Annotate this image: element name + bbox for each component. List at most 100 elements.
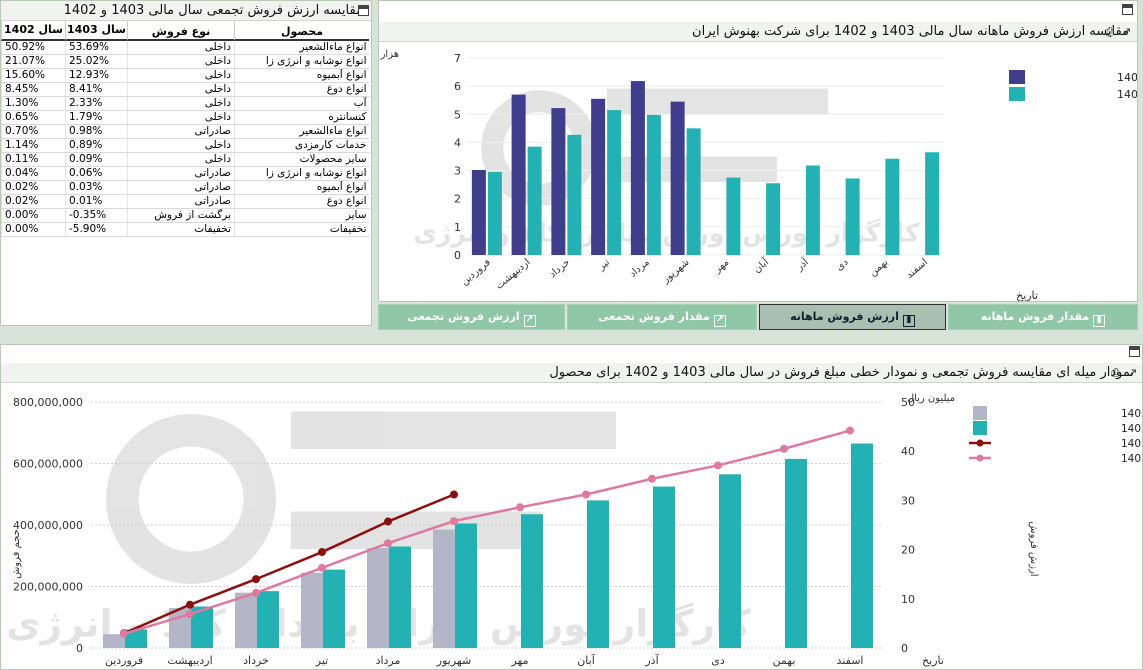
- table-row[interactable]: انواع ماءالشعیر صادراتی 0.98% 0.70%: [1, 124, 370, 140]
- table-row[interactable]: تخفیفات تخفیفات -5.90% 0.00%: [1, 222, 370, 238]
- legend-marker: [976, 439, 984, 447]
- y-axis-label: هزار میلیارد ریال: [379, 49, 399, 60]
- monthly-chart-title: مقایسه ارزش فروش ماهانه سال مالی 1403 و …: [692, 24, 1129, 39]
- sale-type-cell: داخلی: [127, 96, 235, 112]
- x-tick-label: اردیبهشت: [167, 654, 212, 667]
- x-tick-label: بهمن: [773, 654, 796, 667]
- x-tick-label: آذر: [792, 255, 811, 274]
- bar-1402: [805, 165, 820, 255]
- x-axis-label: تاریخ: [1016, 289, 1038, 301]
- col-header-1402[interactable]: سال 1402: [1, 21, 65, 41]
- table-row[interactable]: انواع نوشابه و انرژی زا صادراتی 0.06% 0.04%: [1, 166, 370, 182]
- col-header-1403[interactable]: سال 1403: [65, 21, 127, 41]
- cumulative-chart: کارگزار بورس اوراق بهادار، کالا و انرژی0…: [6, 393, 1142, 667]
- maximize-icon[interactable]: [1129, 346, 1140, 357]
- value-1403-cell: 0.09%: [65, 152, 128, 168]
- line-point-1402: [186, 610, 194, 619]
- y2-tick-label: 40: [901, 445, 915, 458]
- value-1402-cell: 0.02%: [1, 180, 66, 196]
- legend-label: حجم فروش تجمعی 1403: [1121, 408, 1142, 420]
- bar-volume-1403: [235, 592, 257, 648]
- line-point-1403: [384, 517, 392, 526]
- bar-1403: [630, 81, 645, 255]
- line-point-1402: [450, 517, 458, 526]
- col-header-sale-type[interactable]: نوع فروش: [127, 21, 234, 41]
- value-1403-cell: 0.03%: [65, 180, 128, 196]
- y-tick-label: 1: [454, 221, 461, 234]
- bar-volume-1402: [191, 606, 213, 648]
- tab-cumulative-value[interactable]: ↗ارزش فروش تجمعی: [378, 304, 565, 330]
- legend-label: ارزش فروش تجمعی 1402: [1121, 453, 1142, 465]
- bar-1403: [511, 94, 526, 255]
- maximize-icon[interactable]: [1122, 4, 1133, 15]
- value-1402-cell: 0.04%: [1, 166, 66, 182]
- export-icon[interactable]: ↗: [1122, 25, 1132, 38]
- legend-swatch: [973, 421, 987, 435]
- bar-volume-1402: [785, 458, 807, 648]
- sale-type-cell: داخلی: [127, 68, 235, 84]
- table-row[interactable]: انواع آبمیوه صادراتی 0.03% 0.02%: [1, 180, 370, 196]
- value-1403-cell: 8.41%: [65, 82, 128, 98]
- y2-tick-label: 30: [901, 494, 915, 507]
- value-1403-cell: 2.33%: [65, 96, 128, 112]
- table-row[interactable]: آب داخلی 2.33% 1.30%: [1, 96, 370, 112]
- x-tick-label: آذر: [644, 653, 659, 667]
- bar-1402: [607, 110, 622, 255]
- print-icon[interactable]: ⎙: [1105, 25, 1114, 38]
- table-row[interactable]: انواع دوغ داخلی 8.41% 8.45%: [1, 82, 370, 98]
- x-tick-label: بهمن: [867, 257, 890, 279]
- x-tick-label: مرداد: [627, 257, 651, 280]
- x-tick-label: شهریور: [660, 257, 692, 286]
- product-cell: انواع نوشابه و انرژی زا: [234, 166, 370, 182]
- table-row[interactable]: خدمات کارمزدی داخلی 0.89% 1.14%: [1, 138, 370, 154]
- sale-type-cell: صادراتی: [127, 180, 235, 196]
- x-tick-label: دی: [834, 257, 850, 273]
- tab-cumulative-quantity[interactable]: ↗مقدار فروش تجمعی: [567, 304, 757, 330]
- bar-chart-icon: ▮: [1093, 315, 1106, 327]
- table-row[interactable]: انواع آبمیوه داخلی 12.93% 15.60%: [1, 68, 370, 84]
- print-icon[interactable]: ⎙: [1111, 366, 1120, 379]
- line-point-1402: [516, 503, 524, 512]
- y-tick-label: 0: [76, 642, 83, 655]
- line-point-1402: [318, 563, 326, 572]
- product-cell: انواع دوغ: [234, 194, 370, 210]
- value-1403-cell: 53.69%: [65, 41, 128, 56]
- table-row[interactable]: انواع ماءالشعیر داخلی 53.69% 50.92%: [1, 41, 370, 56]
- export-icon[interactable]: ↗: [1128, 366, 1138, 379]
- line-point-1402: [582, 490, 590, 499]
- bar-volume-1402: [125, 629, 147, 648]
- sale-type-cell: داخلی: [127, 110, 235, 126]
- table-row[interactable]: سایر محصولات داخلی 0.09% 0.11%: [1, 152, 370, 168]
- value-1402-cell: 0.00%: [1, 208, 66, 224]
- monthly-chart-panel: مقایسه ارزش فروش ماهانه سال مالی 1403 و …: [378, 0, 1138, 302]
- table-row[interactable]: انواع دوغ صادراتی 0.01% 0.02%: [1, 194, 370, 210]
- legend-label: سال مالی 1403: [1117, 71, 1137, 84]
- tab-monthly-value[interactable]: ▮ارزش فروش ماهانه: [759, 304, 946, 330]
- product-cell: تخفیفات: [234, 222, 370, 238]
- cumulative-chart-title: نمودار میله ای مقایسه فروش تجمعی و نمودا…: [549, 365, 1134, 380]
- line-point-1402: [846, 426, 854, 435]
- maximize-icon[interactable]: [358, 5, 369, 16]
- y-tick-label: 600,000,000: [13, 458, 83, 471]
- col-header-product[interactable]: محصول: [234, 21, 369, 41]
- bar-volume-1402: [323, 569, 345, 648]
- bar-1402: [845, 178, 860, 255]
- product-cell: سایر: [234, 208, 370, 224]
- y-tick-label: 2: [454, 193, 461, 206]
- y-tick-label: 0: [454, 249, 461, 262]
- x-tick-label: اسفند: [837, 654, 864, 667]
- value-1402-cell: 0.02%: [1, 194, 66, 210]
- x-tick-label: مهر: [510, 654, 528, 667]
- product-cell: انواع دوغ: [234, 82, 370, 98]
- line-point-1402: [120, 629, 128, 638]
- tab-monthly-quantity[interactable]: ▮مقدار فروش ماهانه: [948, 304, 1138, 330]
- x-tick-label: فروردین: [105, 654, 143, 667]
- bar-1402: [925, 152, 940, 255]
- bar-chart-icon: ▮: [902, 315, 915, 327]
- table-row[interactable]: سایر برگشت از فروش -0.35% 0.00%: [1, 208, 370, 224]
- line-value-1403: [123, 493, 455, 635]
- table-row[interactable]: کنسانتره داخلی 1.79% 0.65%: [1, 110, 370, 126]
- table-row[interactable]: انواع نوشابه و انرژی زا داخلی 25.02% 21.07%: [1, 54, 370, 70]
- legend-label: حجم فروش تجمعی 1402: [1121, 423, 1142, 435]
- product-cell: انواع نوشابه و انرژی زا: [234, 54, 370, 70]
